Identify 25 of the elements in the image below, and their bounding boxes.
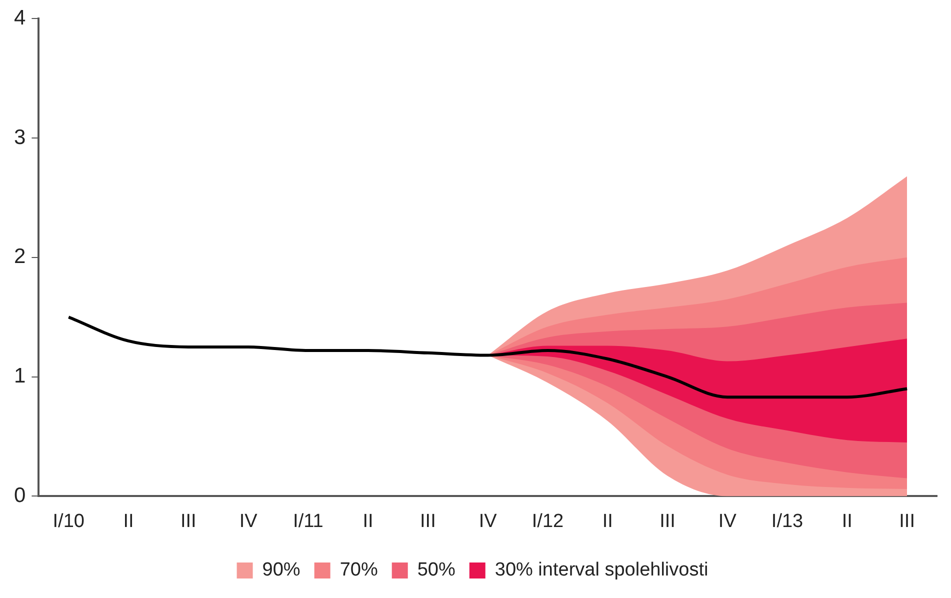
x-tick-label: II <box>123 510 134 532</box>
x-tick-label: II <box>602 510 613 532</box>
y-tick-label: 0 <box>14 484 26 507</box>
x-tick-label: III <box>660 510 676 532</box>
y-tick-label: 2 <box>14 245 26 268</box>
x-tick-label: I/11 <box>293 510 324 532</box>
x-tick-label: I/13 <box>771 510 804 532</box>
y-tick-label: 3 <box>14 126 26 149</box>
legend-label: 30% interval spolehlivosti <box>494 560 708 581</box>
x-tick-label: IV <box>718 510 737 532</box>
x-tick-label: II <box>362 510 374 532</box>
x-tick-label: III <box>180 510 196 532</box>
x-tick-label: III <box>899 510 915 532</box>
x-tick-label: II <box>842 510 852 532</box>
line-series <box>67 316 909 399</box>
x-tick-label: I/12 <box>532 510 564 532</box>
x-tick-label: IV <box>239 510 258 532</box>
x-tick-label: III <box>420 510 436 532</box>
x-tick-label: I/10 <box>52 510 84 532</box>
legend-label: 70% <box>340 560 378 581</box>
legend-label: 90% <box>262 560 300 581</box>
legend-label: 50% <box>417 560 456 581</box>
y-tick-label: 4 <box>14 6 26 30</box>
x-tick-label: IV <box>478 510 498 532</box>
y-tick-label: 1 <box>14 364 26 388</box>
